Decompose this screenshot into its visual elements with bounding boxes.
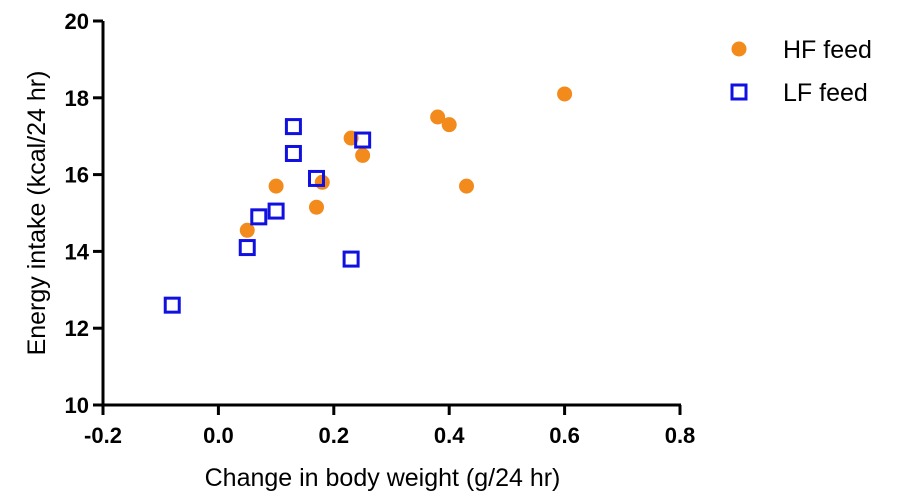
legend-lf-label: LF feed <box>783 79 868 107</box>
hf-feed-point <box>557 86 573 102</box>
hf-feed-point <box>239 222 255 238</box>
x-ticks: -0.2 0.0 0.2 0.4 0.6 0.8 <box>84 405 695 448</box>
y-tick-label: 14 <box>65 239 90 264</box>
legend-hf-label: HF feed <box>783 36 872 64</box>
x-tick-label: 0.8 <box>665 423 696 448</box>
legend-lf-marker <box>730 83 748 101</box>
x-tick-label: 0.6 <box>549 423 580 448</box>
legend-hf-marker <box>731 41 747 57</box>
y-tick-label: 10 <box>65 393 89 418</box>
lf-feed-point <box>284 118 302 136</box>
lf-feed-point <box>163 296 181 314</box>
axes: -0.2 0.0 0.2 0.4 0.6 0.8 10 12 14 16 18 20 <box>65 9 696 448</box>
x-tick-label: 0.2 <box>319 423 350 448</box>
lf-feed-point <box>307 169 325 187</box>
lf-feed-point <box>342 250 360 268</box>
lf-feed-point <box>284 144 302 162</box>
lf-feed-point <box>238 239 256 257</box>
hf-feed-point <box>355 147 371 163</box>
lf-feed-point <box>250 208 268 226</box>
lf-feed-point <box>354 131 372 149</box>
lf-feed-point <box>267 202 285 220</box>
hf-feed-point <box>459 178 475 194</box>
hf-feed-point <box>441 117 457 133</box>
y-tick-label: 16 <box>65 163 89 188</box>
x-axis-title: Change in body weight (g/24 hr) <box>205 464 561 492</box>
hf-feed-point <box>430 109 446 125</box>
y-ticks: 10 12 14 16 18 20 <box>65 9 103 418</box>
y-tick-label: 12 <box>65 316 89 341</box>
legend: HF feed LF feed <box>730 36 872 107</box>
x-tick-label: -0.2 <box>84 423 122 448</box>
y-axis-title: Energy intake (kcal/24 hr) <box>23 71 51 356</box>
hf-feed-point <box>268 178 284 194</box>
y-tick-label: 18 <box>65 86 89 111</box>
hf-feed-point <box>308 199 324 215</box>
x-tick-label: 0.0 <box>203 423 234 448</box>
data-points <box>163 86 573 314</box>
y-tick-label: 20 <box>65 9 89 34</box>
x-tick-label: 0.4 <box>434 423 465 448</box>
